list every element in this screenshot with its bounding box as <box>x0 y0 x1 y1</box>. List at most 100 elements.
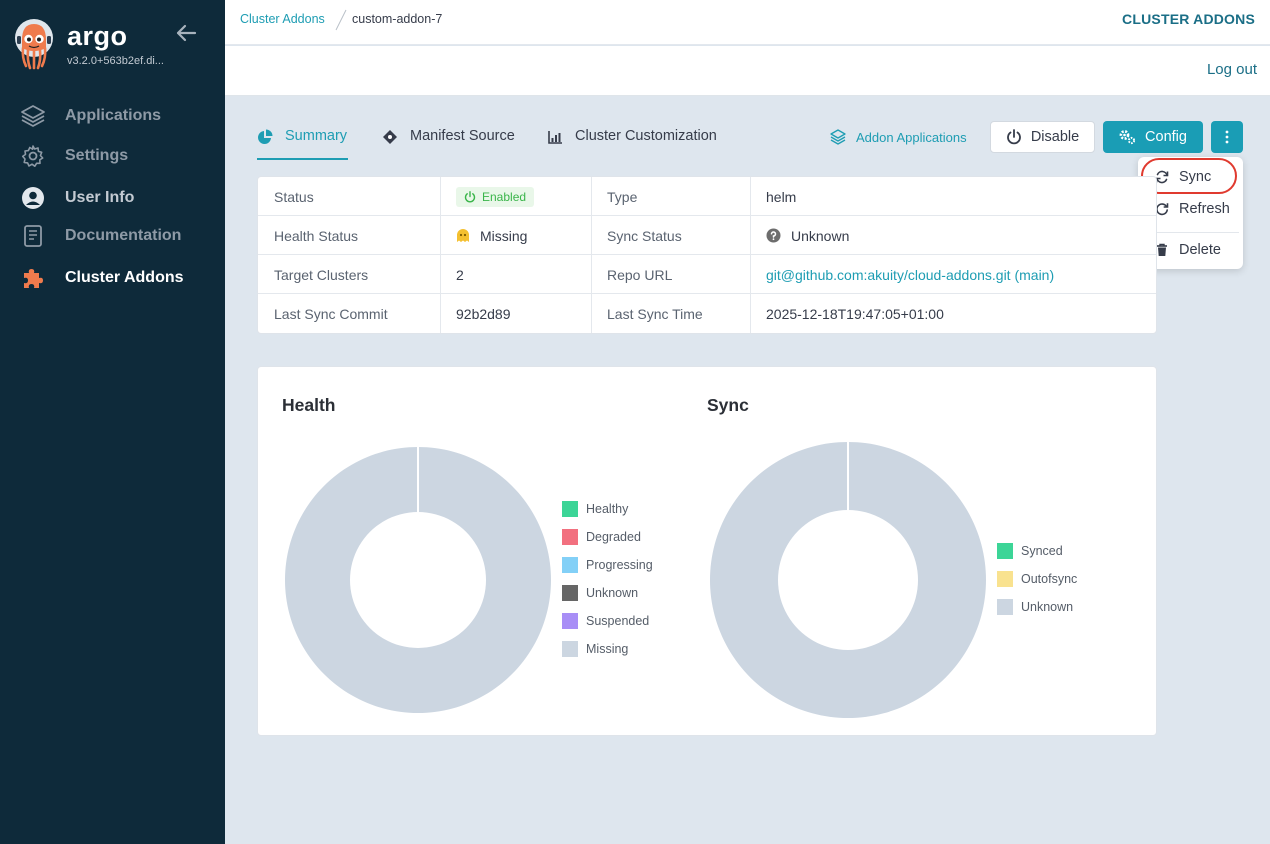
pie-chart-icon <box>258 129 273 144</box>
sidebar-item-settings[interactable]: Settings <box>0 136 225 176</box>
table-row: Status Enabled Type helm <box>258 177 1156 216</box>
pie-slice-missing[interactable] <box>284 447 551 713</box>
legend-item-unknown: Unknown <box>562 585 638 601</box>
breadcrumb-separator-icon <box>335 9 347 31</box>
last-sync-time-value: 2025-12-18T19:47:05+01:00 <box>766 305 944 322</box>
legend-label: Unknown <box>1021 600 1074 614</box>
legend-label: Healthy <box>586 502 629 516</box>
menu-item-delete[interactable]: Delete <box>1138 235 1243 265</box>
tab-label: Cluster Customization <box>575 128 717 144</box>
legend-swatch <box>997 599 1013 615</box>
legend-label: Unknown <box>586 586 639 600</box>
app-version: v3.2.0+563b2ef.di... <box>67 55 164 67</box>
health-status-value: Missing <box>456 216 527 255</box>
table-divider <box>440 177 441 333</box>
sidebar: argo v3.2.0+563b2ef.di... Applications S… <box>0 0 225 844</box>
tab-summary[interactable]: Summary <box>257 128 348 160</box>
sidebar-item-label: Applications <box>65 107 162 124</box>
health-status-key: Health Status <box>274 227 359 244</box>
logo[interactable]: argo v3.2.0+563b2ef.di... <box>14 18 214 74</box>
legend-swatch <box>997 571 1013 587</box>
argo-octopus-logo-icon <box>15 19 53 70</box>
legend-item-degraded: Degraded <box>562 529 641 545</box>
sync-status-value: Unknown <box>766 216 849 255</box>
health-donut-chart <box>284 447 551 713</box>
sidebar-item-user-info[interactable]: User Info <box>0 178 225 218</box>
repo-url-value: git@github.com:akuity/cloud-addons.git (… <box>766 255 1054 294</box>
sidebar-item-label: User Info <box>65 189 135 206</box>
sidebar-item-cluster-addons[interactable]: Cluster Addons <box>0 258 225 298</box>
legend-label: Missing <box>586 642 629 656</box>
last-sync-commit-value: 92b2d89 <box>456 305 511 322</box>
gear-icon <box>20 143 46 169</box>
status-badge-label: Enabled <box>482 189 527 204</box>
legend-item-synced: Synced <box>997 543 1063 559</box>
last-sync-time-key: Last Sync Time <box>607 305 703 322</box>
config-label: Config <box>1145 129 1187 145</box>
table-divider <box>750 177 751 333</box>
type-key: Type <box>607 188 638 205</box>
sidebar-item-label: Cluster Addons <box>65 269 184 286</box>
sync-donut-chart <box>709 442 986 718</box>
legend-label: Degraded <box>586 530 641 544</box>
question-circle-icon <box>766 228 781 243</box>
legend-label: Progressing <box>586 558 653 572</box>
status-value: Enabled <box>456 177 535 216</box>
sidebar-item-applications[interactable]: Applications <box>0 96 225 136</box>
table-row: Target Clusters 2 Repo URL git@github.co… <box>258 255 1156 294</box>
menu-divider <box>1142 232 1239 233</box>
sidebar-nav: Applications Settings User Info Document… <box>0 96 225 296</box>
last-sync-commit-key: Last Sync Commit <box>274 305 388 322</box>
bar-chart-icon <box>548 131 562 144</box>
breadcrumb-parent-link[interactable]: Cluster Addons <box>240 12 325 26</box>
legend-label: Suspended <box>586 614 650 628</box>
breadcrumb-current: custom-addon-7 <box>352 12 443 26</box>
trash-icon <box>1157 243 1167 256</box>
addon-applications-label: Addon Applications <box>856 129 967 145</box>
config-button[interactable]: Config <box>1103 121 1203 153</box>
pie-slice-unknown[interactable] <box>709 442 986 718</box>
legend-item-suspended: Suspended <box>562 613 649 629</box>
user-circle-icon <box>20 185 46 211</box>
logout-link[interactable]: Log out <box>1206 61 1257 78</box>
legend-item-progressing: Progressing <box>562 557 653 573</box>
more-actions-button[interactable] <box>1211 121 1243 153</box>
top-bar: Cluster Addons custom-addon-7 CLUSTER AD… <box>225 0 1270 45</box>
app-name: argo <box>67 21 128 51</box>
legend-swatch <box>562 585 578 601</box>
table-divider <box>591 177 592 333</box>
status-badge: Enabled <box>456 186 535 207</box>
menu-item-label: Sync <box>1179 169 1212 185</box>
power-icon <box>1006 129 1021 145</box>
type-value: helm <box>766 188 797 205</box>
ghost-missing-icon <box>457 228 469 242</box>
gears-icon <box>1119 130 1136 145</box>
sidebar-item-label: Settings <box>65 147 129 164</box>
addon-applications-link[interactable]: Addon Applications <box>830 129 967 145</box>
diamond-icon <box>383 130 397 144</box>
table-row: Health Status Missing Sync Status Unknow… <box>258 216 1156 255</box>
tab-cluster-customization[interactable]: Cluster Customization <box>547 128 717 160</box>
tab-label: Summary <box>285 128 348 144</box>
collapse-sidebar-arrow-icon[interactable] <box>175 24 197 42</box>
addon-summary-table: Status Enabled Type helm Health Status M… <box>257 176 1157 334</box>
legend-item-healthy: Healthy <box>562 501 628 517</box>
sync-icon <box>1155 170 1169 184</box>
disable-button[interactable]: Disable <box>990 121 1095 153</box>
repo-url-link[interactable]: git@github.com:akuity/cloud-addons.git (… <box>766 266 1055 283</box>
layers-icon <box>20 103 46 129</box>
sidebar-item-documentation[interactable]: Documentation <box>0 216 225 256</box>
legend-label: Outofsync <box>1021 572 1078 586</box>
layers-icon <box>830 129 846 145</box>
refresh-icon <box>1156 203 1169 216</box>
legend-item-outofsync: Outofsync <box>997 571 1077 587</box>
target-clusters-value: 2 <box>456 266 464 283</box>
legend-swatch <box>562 557 578 573</box>
sync-status-key: Sync Status <box>607 227 682 244</box>
disable-label: Disable <box>1030 129 1080 145</box>
tab-label: Manifest Source <box>410 128 515 144</box>
status-key: Status <box>274 188 314 205</box>
tab-manifest-source[interactable]: Manifest Source <box>382 128 515 160</box>
sync-chart-title: Sync <box>707 395 749 415</box>
legend-swatch <box>562 529 578 545</box>
